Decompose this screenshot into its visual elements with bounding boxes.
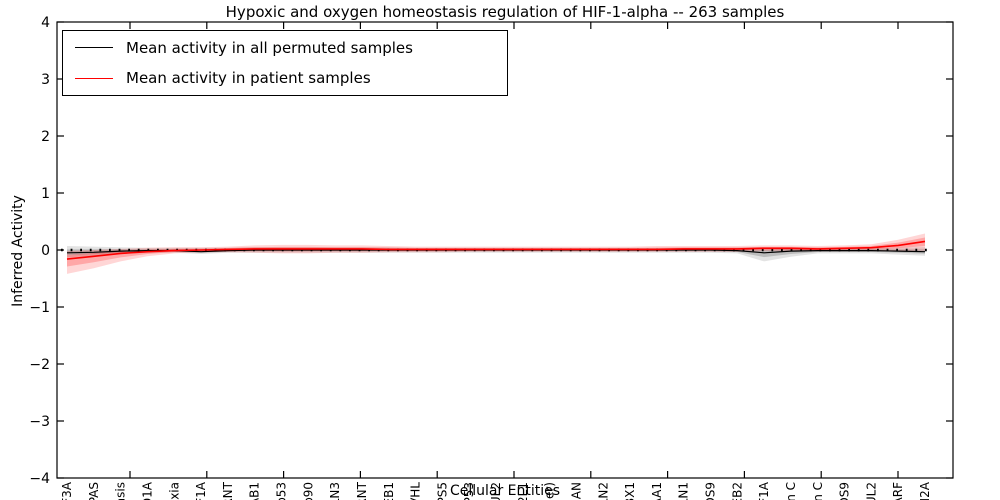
permuted-line-swatch <box>75 47 113 49</box>
x-category-label: OS9 <box>704 482 718 500</box>
x-category-label: VHL <box>409 482 423 500</box>
x-category-label: TP53 <box>462 482 476 500</box>
x-category-label: VHL/Elongin B/Elongin C/RBX1/CUL2/HIF1A <box>757 481 771 500</box>
x-category-label: HIF1A/p19ARF <box>891 482 905 500</box>
permuted-band-inner <box>67 248 925 258</box>
legend-label-permuted: Mean activity in all permuted samples <box>126 38 413 57</box>
x-axis-label: Cellular Entities <box>449 483 561 499</box>
x-category-label: HIF3A <box>60 481 74 500</box>
x-category-label: ARNT/IPAS <box>87 482 101 500</box>
x-category-label: HIF1A/ARNT <box>221 481 235 500</box>
y-tick-label: 0 <box>41 243 50 259</box>
y-tick-label: 3 <box>41 72 50 88</box>
x-category-label: EGLN1 <box>677 482 691 500</box>
x-category-label: HIF1AN <box>569 482 583 500</box>
x-category-label: PHD1-3/OS9 <box>838 482 852 500</box>
x-category-label: ARNT <box>355 481 369 500</box>
x-category-label: FIH (dimer) <box>543 482 557 500</box>
x-category-label: GNB2L1 <box>516 482 530 500</box>
y-tick-label: 2 <box>41 129 50 145</box>
x-category-label: TCEB2 <box>730 482 744 500</box>
x-category-label: EGLN2 <box>596 482 610 500</box>
x-category-label: VHL/Elongin B/Elongin C/RBX1/CUL2 <box>864 482 878 500</box>
y-tick-label: 1 <box>41 186 50 202</box>
x-category-label: CDKN2A <box>918 481 932 500</box>
x-category-label: HIF1A/Hsp90 <box>301 482 315 500</box>
x-category-label: COPS5 <box>435 482 449 500</box>
y-tick-label: −2 <box>29 357 50 373</box>
x-category-label: oxygen homeostasis <box>114 482 128 500</box>
x-category-label: RACK1/Elongin B/Elongin C <box>811 482 825 500</box>
x-category-label: response to hypoxia <box>167 482 181 500</box>
chart-title: Hypoxic and oxygen homeostasis regulatio… <box>225 3 785 21</box>
patient-mean-line <box>66 240 926 260</box>
y-tick-label: −4 <box>29 471 50 487</box>
x-category-label: HSP90AA1 <box>650 482 664 500</box>
x-category-label: HIF1A <box>194 481 208 500</box>
legend-label-patient: Mean activity in patient samples <box>126 69 371 88</box>
x-category-label: HIF1A/p53 <box>275 482 289 500</box>
y-tick-label: −1 <box>29 300 50 316</box>
x-category-label: CUL2 <box>489 482 503 500</box>
x-category-label: ARD1A <box>140 481 154 500</box>
x-category-label: EGLN3 <box>328 482 342 500</box>
legend-entry-patient: Mean activity in patient samples <box>63 64 507 92</box>
y-tick-label: 4 <box>41 15 50 31</box>
x-category-label: HIF1A/RACK1/Elongin B/Elongin C <box>784 482 798 500</box>
y-tick-label: −3 <box>29 414 50 430</box>
x-category-label: TCEB1 <box>382 482 396 500</box>
legend-box: Mean activity in all permuted samples Me… <box>62 30 508 96</box>
x-category-label: RBX1 <box>623 482 637 500</box>
patient-line-swatch <box>75 77 113 79</box>
legend-entry-permuted: Mean activity in all permuted samples <box>63 34 507 62</box>
x-category-label: HIF1A/JAB1 <box>248 482 262 500</box>
